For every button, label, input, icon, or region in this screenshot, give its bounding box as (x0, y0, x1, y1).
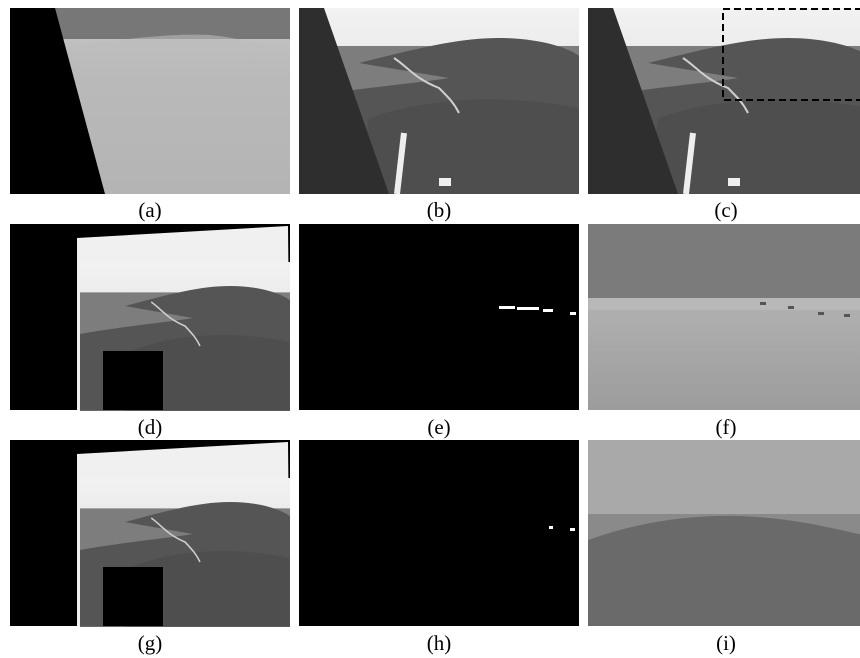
panel-label: (i) (716, 631, 736, 655)
panel-h (299, 440, 579, 626)
panel-e (299, 224, 579, 410)
panel-f (588, 224, 860, 410)
panel-label: (b) (427, 198, 452, 222)
panel-label: (d) (138, 415, 163, 439)
panel-label: (a) (138, 198, 161, 222)
panel-label: (e) (427, 415, 450, 439)
panel-label: (h) (427, 631, 452, 655)
panel-d (10, 224, 290, 411)
panel-c (588, 8, 860, 194)
figure: (a) (b) (c) (d) (e) (f) (g) (h) (i) (0, 0, 860, 658)
panel-label: (f) (716, 415, 737, 439)
panel-label: (g) (138, 631, 163, 655)
panel-b (299, 8, 579, 194)
panel-a (10, 8, 290, 194)
panel-g (10, 440, 290, 627)
panel-label: (c) (714, 198, 737, 222)
panel-i (588, 440, 860, 626)
